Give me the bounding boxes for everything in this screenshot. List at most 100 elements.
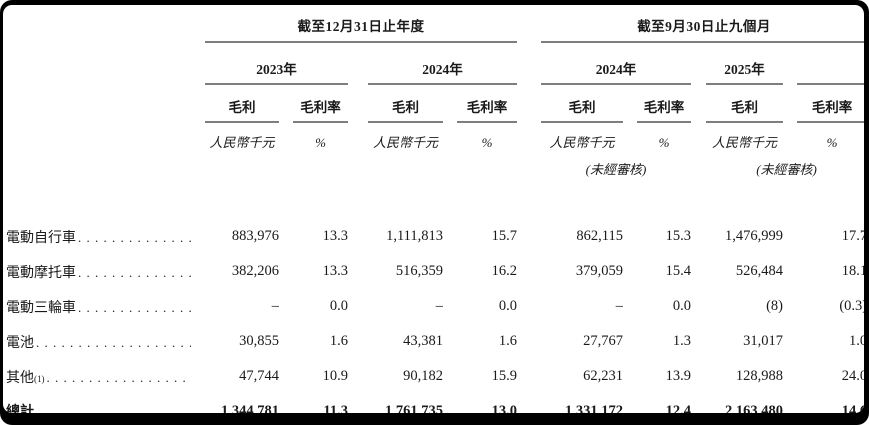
year-header-row: 2023年 2024年 2024年 2025年 xyxy=(6,42,864,85)
total-label: 總計 xyxy=(6,405,34,413)
row-label: 電動三輪車 xyxy=(6,300,76,316)
col-header-period-nine-months: 截至9月30日止九個月 xyxy=(541,6,864,43)
value-cell: 13.3 xyxy=(322,263,348,279)
col-header-period-annual: 截至12月31日止年度 xyxy=(205,6,518,43)
total-value-cell: 11.3 xyxy=(323,402,348,414)
col-header-gross-margin: 毛利率 xyxy=(797,84,864,123)
total-value-cell: 1,344,781 xyxy=(221,402,279,414)
row-label: 電池 xyxy=(6,335,34,351)
table-row-electric-motorcycles: 電動摩托車 382,206 13.3 516,359 16.2 379,059 … xyxy=(6,254,864,289)
row-label: 其他 xyxy=(6,370,34,386)
value-cell: 1.3 xyxy=(672,333,692,349)
unit-label-rmb: 人民幣千元 xyxy=(209,135,275,150)
value-cell: 862,115 xyxy=(576,228,624,244)
total-value-cell: 1,761,735 xyxy=(385,402,443,414)
col-header-gross-profit: 毛利 xyxy=(205,84,279,123)
col-header-year-2023: 2023年 xyxy=(205,42,348,85)
col-header-year-2024: 2024年 xyxy=(368,42,518,85)
unit-label-pct: % xyxy=(315,135,326,150)
value-cell: 18.1 xyxy=(841,263,864,279)
value-cell: 1,111,813 xyxy=(386,228,443,244)
unit-label-pct: % xyxy=(481,135,493,150)
total-value-cell: 1,331,172 xyxy=(565,402,624,414)
value-cell: 27,767 xyxy=(583,333,624,349)
value-cell: 526,484 xyxy=(735,263,784,279)
value-cell: (0.3) xyxy=(839,298,864,314)
value-cell: 24.0 xyxy=(841,368,864,384)
value-cell: 62,231 xyxy=(583,368,624,384)
value-cell: – xyxy=(435,298,443,314)
gross-profit-table: 截至12月31日止年度 截至9月30日止九個月 2023年 2024年 2024… xyxy=(6,6,864,413)
value-cell: 31,017 xyxy=(743,333,784,349)
document-page: 截至12月31日止年度 截至9月30日止九個月 2023年 2024年 2024… xyxy=(3,5,864,413)
value-cell: 1.6 xyxy=(498,333,518,349)
col-header-gross-profit: 毛利 xyxy=(706,84,784,123)
dot-leader xyxy=(78,300,191,317)
value-cell: 90,182 xyxy=(403,368,443,384)
value-cell: (8) xyxy=(766,298,784,314)
value-cell: 13.9 xyxy=(665,368,692,384)
value-cell: 0.0 xyxy=(329,298,348,314)
row-label: 電動自行車 xyxy=(6,230,76,246)
total-value-cell: 12.4 xyxy=(665,402,692,414)
col-header-gross-margin: 毛利率 xyxy=(457,84,518,123)
unit-label-rmb: 人民幣千元 xyxy=(549,135,615,150)
col-header-gross-profit: 毛利 xyxy=(368,84,443,123)
table-row-others: 其他(1) 47,744 10.9 90,182 15.9 62,231 13.… xyxy=(6,359,864,394)
unaudited-label: (未經審核) xyxy=(756,162,817,177)
gap xyxy=(517,42,541,84)
value-cell: 883,976 xyxy=(231,228,279,244)
table-row-electric-tricycles: 電動三輪車 – 0.0 – 0.0 – 0.0 (8) (0.3) xyxy=(6,289,864,324)
table-row-total: 總計 1,344,781 11.3 1,761,735 13.0 1,331,1… xyxy=(6,394,864,414)
value-cell: 10.9 xyxy=(322,368,348,384)
value-cell: 16.2 xyxy=(491,263,518,279)
units-row: 人民幣千元 % 人民幣千元 % 人民幣千元 % 人民幣千元 % xyxy=(6,122,864,157)
value-cell: 13.3 xyxy=(322,228,348,244)
value-cell: 43,381 xyxy=(403,333,443,349)
total-value-cell: 13.0 xyxy=(491,402,518,414)
value-cell: 1.0 xyxy=(848,333,864,349)
col-header-gross-profit: 毛利 xyxy=(541,84,624,123)
gap xyxy=(348,42,368,84)
col-header-year-2024-nine-months: 2024年 xyxy=(541,42,692,85)
gap xyxy=(517,6,541,42)
dot-leader xyxy=(36,404,191,413)
value-cell: 379,059 xyxy=(575,263,624,279)
gap xyxy=(191,6,205,42)
unit-label-rmb: 人民幣千元 xyxy=(372,135,438,150)
col-header-gross-margin: 毛利率 xyxy=(637,84,692,123)
value-cell: 47,744 xyxy=(239,368,279,384)
table-row-batteries: 電池 30,855 1.6 43,381 1.6 27,767 1.3 31,0… xyxy=(6,324,864,359)
unaudited-label: (未經審核) xyxy=(585,162,647,177)
value-cell: 516,359 xyxy=(395,263,443,279)
gap xyxy=(783,42,797,84)
value-cell: 15.9 xyxy=(491,368,518,384)
dot-leader xyxy=(78,230,191,247)
value-cell: 0.0 xyxy=(672,298,692,314)
unaudited-row: (未經審核) (未經審核) xyxy=(6,157,864,181)
value-cell: 382,206 xyxy=(231,263,279,279)
total-value-cell: 2,163,480 xyxy=(725,402,784,414)
value-cell: 1.6 xyxy=(329,333,348,349)
corner-cell xyxy=(6,6,191,42)
dot-leader xyxy=(78,265,191,282)
subcol-header-row: 毛利 毛利率 毛利 毛利率 毛利 毛利率 毛利 毛利率 xyxy=(6,84,864,123)
dot-leader xyxy=(36,335,191,352)
unit-label-pct: % xyxy=(658,135,670,150)
value-cell: 15.7 xyxy=(491,228,518,244)
value-cell: 128,988 xyxy=(735,368,784,384)
row-label: 電動摩托車 xyxy=(6,265,76,281)
value-cell: 30,855 xyxy=(239,333,279,349)
total-value-cell: 14.6 xyxy=(841,402,864,414)
unit-label-rmb: 人民幣千元 xyxy=(712,135,778,150)
value-cell: 1,476,999 xyxy=(725,228,784,244)
col-header-year-2025-nine-months: 2025年 xyxy=(706,42,784,85)
period-header-row: 截至12月31日止年度 截至9月30日止九個月 xyxy=(6,6,864,43)
unit-label-pct: % xyxy=(826,135,838,150)
value-cell: 0.0 xyxy=(498,298,518,314)
dot-leader xyxy=(47,370,192,387)
gap xyxy=(691,42,706,84)
col-header-gross-margin: 毛利率 xyxy=(293,84,348,123)
value-cell: 17.7 xyxy=(841,228,864,244)
